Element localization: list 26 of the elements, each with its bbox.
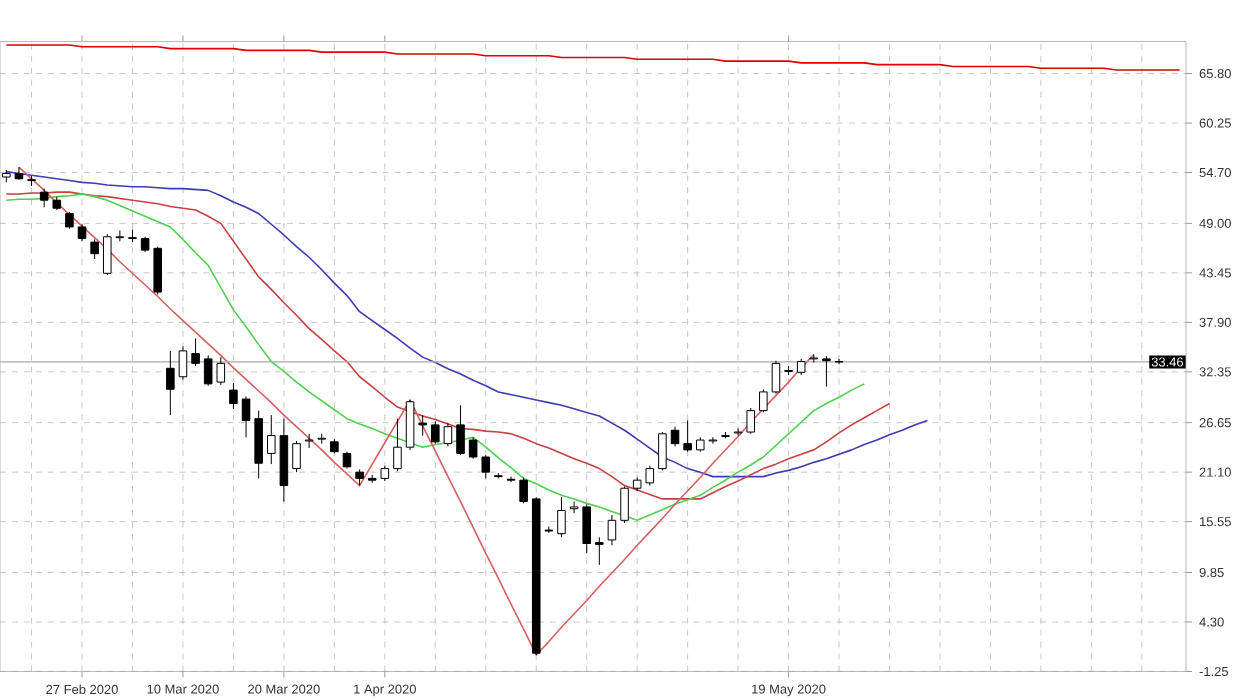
candlestick <box>229 382 238 410</box>
candlestick <box>241 395 251 438</box>
candlestick <box>595 536 604 566</box>
candlestick <box>178 345 188 380</box>
candlestick <box>292 440 301 473</box>
candlestick <box>456 404 465 456</box>
candlestick <box>506 476 516 483</box>
candlestick <box>254 410 263 479</box>
candlestick <box>834 358 844 365</box>
candlestick <box>658 431 667 471</box>
candlestick <box>607 514 617 546</box>
candlestick <box>519 477 528 504</box>
candlestick <box>90 238 99 260</box>
candlestick <box>683 419 692 453</box>
candlestick <box>822 355 831 388</box>
candlestick <box>418 414 427 437</box>
candlestick <box>771 360 781 395</box>
candlestick <box>759 388 768 413</box>
candlestick <box>14 166 24 181</box>
candlestick <box>405 399 415 451</box>
candlestick <box>191 337 200 367</box>
candlestick <box>166 350 175 416</box>
candlestick <box>620 485 629 524</box>
candlestick <box>393 418 402 472</box>
candlestick <box>557 496 566 538</box>
candlestick <box>670 426 680 447</box>
